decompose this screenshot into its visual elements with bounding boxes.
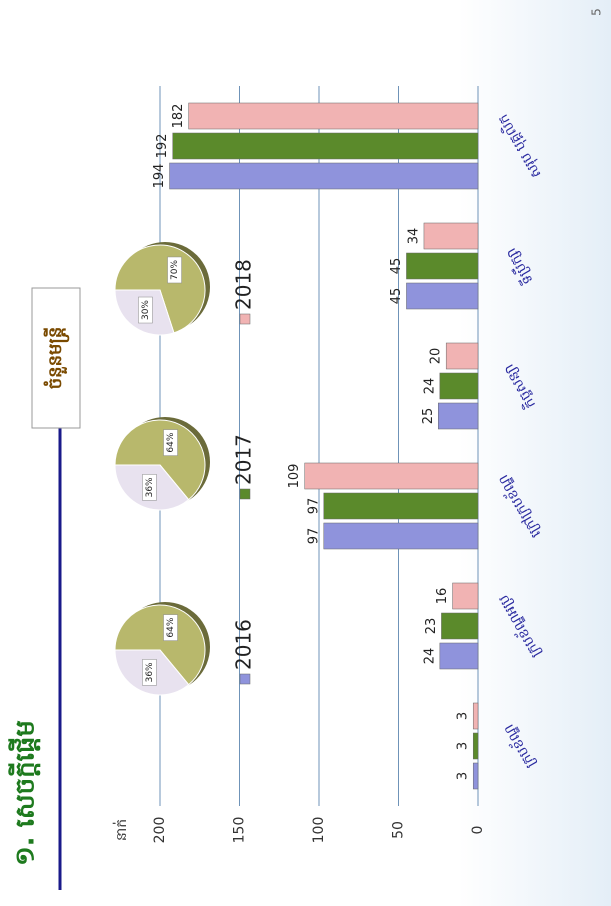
data-label: 20 bbox=[429, 348, 444, 365]
bar bbox=[439, 642, 479, 670]
data-label: 97 bbox=[306, 498, 321, 515]
legend-label: 2018 bbox=[232, 259, 256, 310]
bar bbox=[472, 762, 479, 790]
pie-label-box bbox=[142, 474, 157, 501]
bar bbox=[423, 222, 479, 250]
bar bbox=[323, 492, 479, 520]
bar bbox=[188, 102, 479, 130]
data-label: 97 bbox=[306, 528, 321, 545]
data-label: 109 bbox=[287, 464, 302, 489]
y-tick-label: 50 bbox=[391, 821, 407, 839]
pie-label: 36% bbox=[145, 477, 155, 497]
pie-label: 36% bbox=[145, 662, 155, 682]
data-label: 25 bbox=[421, 408, 436, 425]
data-label: 3 bbox=[456, 712, 471, 720]
bar bbox=[445, 342, 479, 370]
bar bbox=[438, 402, 479, 430]
bar bbox=[169, 162, 479, 190]
pie-slice bbox=[114, 419, 206, 501]
pie-label-box bbox=[138, 296, 153, 324]
label-box bbox=[31, 287, 81, 429]
legend-label: 2017 bbox=[232, 434, 256, 485]
data-label: 45 bbox=[389, 288, 404, 305]
bar bbox=[172, 132, 479, 160]
bar bbox=[304, 462, 479, 490]
y-tick-label: 0 bbox=[470, 826, 486, 835]
bar bbox=[406, 282, 479, 310]
legend-swatch bbox=[239, 673, 251, 685]
pie-label-box bbox=[163, 429, 178, 456]
pie-label: 70% bbox=[170, 260, 180, 280]
data-label: 192 bbox=[155, 134, 170, 159]
data-label: 3 bbox=[456, 772, 471, 780]
pie-slice bbox=[114, 244, 206, 334]
pie-label-box bbox=[163, 614, 178, 641]
data-label: 23 bbox=[424, 618, 439, 635]
bar bbox=[406, 252, 479, 280]
bar bbox=[472, 702, 479, 730]
page-number: 5 bbox=[590, 8, 604, 16]
bar bbox=[452, 582, 479, 610]
y-axis-label: នាក់ bbox=[112, 819, 130, 841]
data-label: 182 bbox=[171, 104, 186, 129]
pie-label: 64% bbox=[166, 617, 176, 637]
bar bbox=[472, 732, 479, 760]
data-label: 34 bbox=[406, 228, 421, 245]
data-label: 45 bbox=[389, 258, 404, 275]
data-label: 16 bbox=[435, 588, 450, 605]
legend-label: 2016 bbox=[232, 619, 256, 670]
y-tick-label: 200 bbox=[152, 817, 168, 844]
box-label: ចំនួនមន្ត្រី bbox=[43, 327, 70, 390]
legend-swatch bbox=[239, 488, 251, 500]
bar bbox=[439, 372, 479, 400]
pie-label-box bbox=[167, 256, 182, 284]
data-label: 24 bbox=[422, 378, 437, 395]
pie-label: 64% bbox=[166, 432, 176, 452]
legend-swatch bbox=[239, 313, 251, 325]
y-tick-label: 100 bbox=[311, 817, 327, 844]
pie-label: 30% bbox=[141, 300, 151, 320]
bar bbox=[323, 522, 479, 550]
data-label: 3 bbox=[456, 742, 471, 750]
bar bbox=[441, 612, 479, 640]
pie-label-box bbox=[142, 659, 157, 686]
data-label: 194 bbox=[152, 164, 167, 189]
title: ១. សេចក្តីផ្តើម bbox=[8, 720, 41, 866]
pie-slice bbox=[114, 604, 206, 686]
data-label: 24 bbox=[422, 648, 437, 665]
y-tick-label: 150 bbox=[232, 817, 248, 844]
